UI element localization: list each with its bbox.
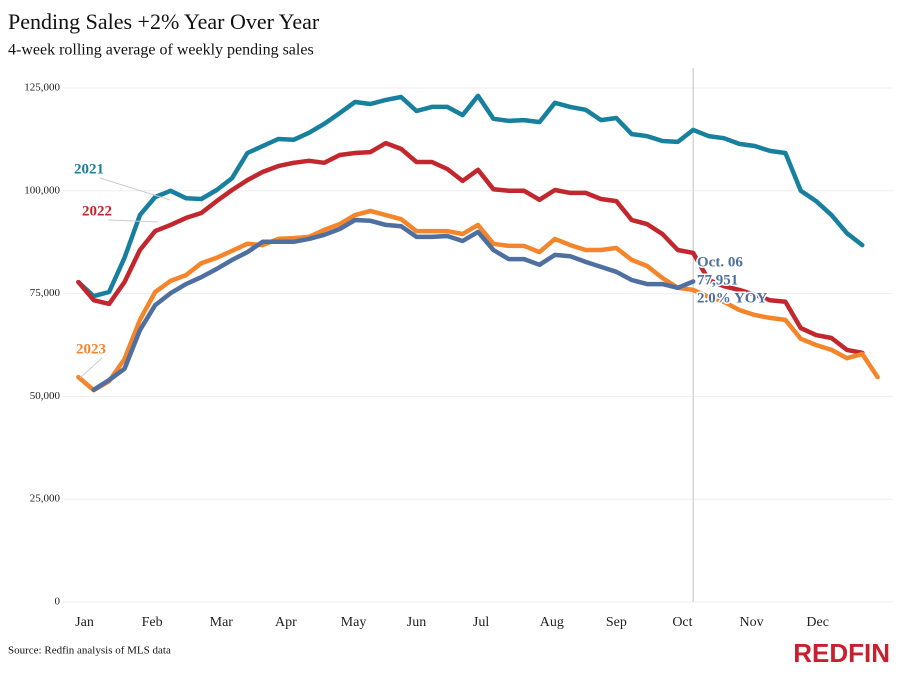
- series-line: [76, 208, 880, 393]
- leader-line: [99, 177, 171, 201]
- x-tick-label: May: [341, 615, 367, 630]
- y-tick-label: 100,000: [24, 184, 60, 196]
- x-tick-label: Mar: [210, 615, 234, 630]
- chart-subtitle: 4-week rolling average of weekly pending…: [8, 42, 314, 59]
- x-tick-label: Aug: [540, 615, 564, 630]
- series-line: [91, 217, 696, 393]
- brand-logo: REDFIN: [793, 638, 890, 668]
- y-tick-label: 0: [55, 596, 61, 608]
- x-tick-label: Apr: [275, 615, 297, 630]
- series-line: [76, 140, 865, 356]
- series-line: [76, 93, 865, 299]
- x-tick-label: Jun: [407, 615, 426, 630]
- x-tick-label: Dec: [806, 615, 829, 630]
- series-label: 2022: [82, 203, 112, 219]
- y-tick-label: 25,000: [30, 493, 61, 505]
- series-label: 2021: [74, 161, 104, 177]
- y-tick-label: 75,000: [30, 287, 61, 299]
- x-tick-label: Sep: [606, 615, 627, 630]
- annotation-text: 77,951: [697, 272, 738, 288]
- x-tick-label: Nov: [740, 615, 764, 630]
- x-tick-label: Feb: [142, 615, 163, 630]
- annotation-text: 2.0% YOY: [697, 290, 767, 306]
- y-tick-label: 50,000: [30, 390, 61, 402]
- series-label: 2023: [76, 341, 106, 357]
- x-tick-label: Oct: [672, 615, 692, 630]
- leader-line: [107, 219, 159, 223]
- source-note: Source: Redfin analysis of MLS data: [8, 645, 171, 657]
- x-tick-label: Jan: [75, 615, 94, 630]
- chart-title: Pending Sales +2% Year Over Year: [8, 9, 320, 34]
- y-tick-label: 125,000: [24, 82, 60, 94]
- leader-line: [79, 357, 103, 379]
- annotation-text: Oct. 06: [697, 254, 743, 270]
- x-tick-label: Jul: [473, 615, 489, 630]
